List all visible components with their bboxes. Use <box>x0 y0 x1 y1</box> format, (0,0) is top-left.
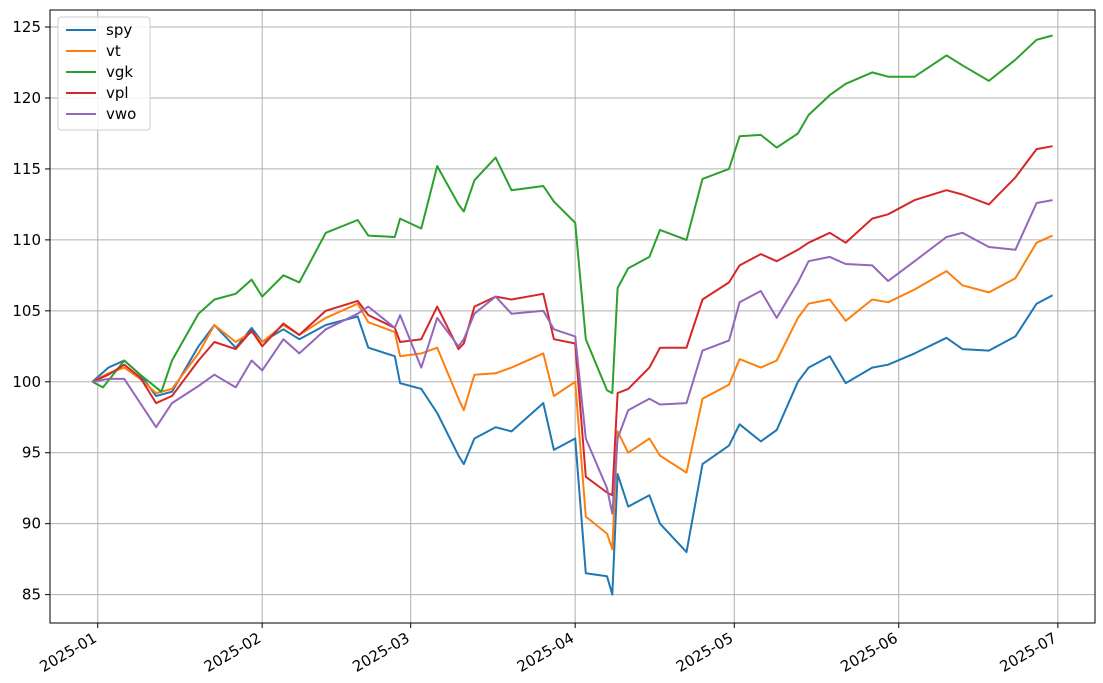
plot-frame <box>49 9 1096 624</box>
y-tick-label: 95 <box>22 444 41 462</box>
y-tick-label: 90 <box>22 515 41 533</box>
y-tick-label: 85 <box>22 586 41 604</box>
y-tick-label: 105 <box>12 302 41 320</box>
series-line-spy <box>91 294 1054 596</box>
legend-label-vwo: vwo <box>106 105 136 123</box>
series-line-vwo <box>92 199 1053 515</box>
legend-label-vpl: vpl <box>106 84 129 102</box>
series-line-vgk <box>91 34 1053 395</box>
legend: spy vt vgk vpl vwo <box>57 16 151 131</box>
y-axis: 85 90 95 100 105 110 115 120 125 <box>12 18 50 604</box>
y-tick-label: 100 <box>12 373 41 391</box>
y-tick-label: 125 <box>12 18 41 36</box>
grid-lines <box>50 10 1095 623</box>
y-tick-label: 115 <box>12 160 41 178</box>
y-tick-label: 110 <box>12 231 41 249</box>
y-tick-label: 120 <box>12 89 41 107</box>
legend-label-vt: vt <box>106 42 121 60</box>
series-line-vpl <box>91 145 1053 497</box>
legend-box <box>57 16 151 131</box>
legend-label-vgk: vgk <box>106 63 133 81</box>
legend-label-spy: spy <box>106 21 132 39</box>
series-lines <box>91 34 1054 596</box>
